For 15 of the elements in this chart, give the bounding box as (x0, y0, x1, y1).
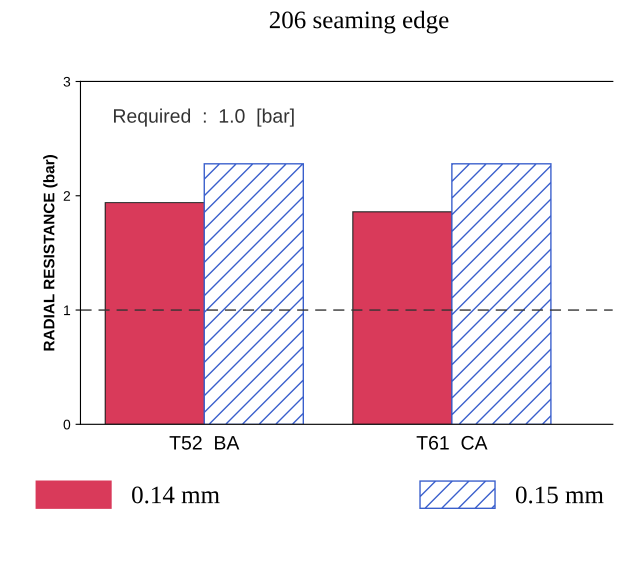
y-tick-label: 1 (64, 306, 70, 316)
bar (204, 163, 304, 424)
y-tick-label: 2 (64, 191, 70, 201)
bar (352, 211, 452, 424)
y-axis-title: RADIAL RESISTANCE (bar) (43, 155, 58, 350)
legend-label: 0.15 mm (516, 486, 604, 504)
chart-title: 206 seaming edge (270, 10, 448, 34)
annotation: Required : 1.0 [bar] (114, 108, 294, 127)
legend-label: 0.14 mm (132, 486, 220, 504)
x-tick-label: T61 CA (416, 436, 488, 450)
bar (104, 202, 205, 424)
x-tick-label: T52 BA (170, 436, 240, 450)
y-tick-label: 3 (64, 76, 70, 87)
y-tick-label: 0 (64, 420, 70, 430)
bar (451, 163, 552, 424)
